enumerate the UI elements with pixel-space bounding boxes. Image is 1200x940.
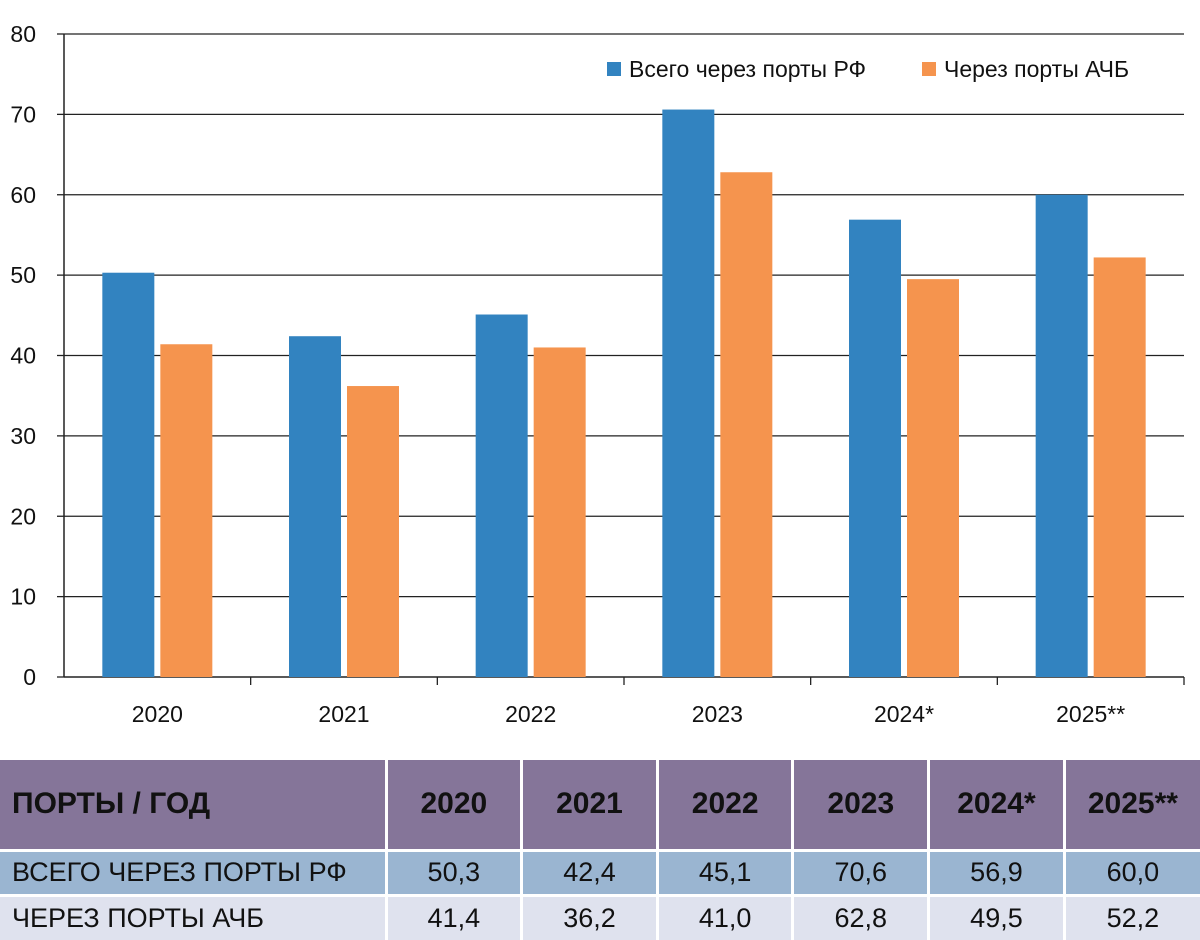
legend-label: Всего через порты РФ bbox=[629, 56, 866, 82]
table-cell: 41,4 bbox=[386, 893, 524, 940]
bar bbox=[102, 272, 155, 677]
table-row-label: ВСЕГО ЧЕРЕЗ ПОРТЫ РФ bbox=[0, 848, 388, 895]
table-cell: 56,9 bbox=[928, 848, 1066, 895]
x-tick-label: 2024* bbox=[874, 701, 934, 727]
table-cell: 49,5 bbox=[928, 893, 1066, 940]
table-cell: 50,3 bbox=[386, 848, 524, 895]
table-header-cell: 2025** bbox=[1087, 787, 1178, 821]
table-cell: 41,0 bbox=[657, 893, 795, 940]
bar bbox=[475, 314, 528, 677]
y-tick-label: 10 bbox=[10, 584, 36, 610]
legend-swatch bbox=[922, 62, 936, 76]
x-tick-label: 2021 bbox=[318, 701, 369, 727]
table-cell: 62,8 bbox=[792, 893, 931, 940]
bar bbox=[720, 172, 773, 677]
table-cell: 42,4 bbox=[521, 848, 659, 895]
bar bbox=[849, 219, 901, 677]
bar bbox=[289, 336, 341, 677]
y-tick-label: 80 bbox=[10, 21, 36, 47]
x-tick-label: 2022 bbox=[505, 701, 556, 727]
y-tick-label: 30 bbox=[10, 423, 36, 449]
table-header-row: ПОРТЫ / ГОД 2020 2021 2022 2023 2024* 20… bbox=[0, 760, 1200, 850]
y-tick-label: 40 bbox=[10, 343, 36, 369]
y-tick-label: 20 bbox=[10, 503, 36, 529]
table-cell: 52,2 bbox=[1064, 893, 1200, 940]
data-table: ПОРТЫ / ГОД 2020 2021 2022 2023 2024* 20… bbox=[0, 760, 1200, 940]
bar bbox=[533, 347, 586, 677]
table-row-label: ЧЕРЕЗ ПОРТЫ АЧБ bbox=[0, 893, 388, 940]
y-tick-label: 50 bbox=[10, 262, 36, 288]
x-tick-label: 2020 bbox=[132, 701, 183, 727]
bar bbox=[1093, 257, 1146, 677]
x-tick-label: 2025** bbox=[1056, 701, 1125, 727]
bar bbox=[160, 344, 213, 677]
table-header-cell: 2024* bbox=[928, 760, 1066, 850]
y-tick-label: 60 bbox=[10, 182, 36, 208]
y-tick-label: 0 bbox=[23, 664, 36, 690]
bar bbox=[1035, 194, 1088, 677]
table-cell: 36,2 bbox=[521, 893, 659, 940]
bar bbox=[907, 279, 959, 677]
x-tick-label: 2023 bbox=[692, 701, 743, 727]
bar bbox=[347, 386, 399, 677]
table-row: ЧЕРЕЗ ПОРТЫ АЧБ 41,4 36,2 41,0 62,8 49,5… bbox=[0, 893, 1200, 940]
table-cell: 60,0 bbox=[1064, 848, 1200, 895]
table-header-cell: 2023 bbox=[792, 760, 931, 850]
table-row: ВСЕГО ЧЕРЕЗ ПОРТЫ РФ 50,3 42,4 45,1 70,6… bbox=[0, 848, 1200, 895]
table-cell: 70,6 bbox=[792, 848, 931, 895]
table-header-cell: 2021 bbox=[521, 760, 659, 850]
legend-label: Через порты АЧБ bbox=[944, 56, 1129, 82]
table-header-cell: 2020 bbox=[386, 760, 524, 850]
bar-chart: 0 10 20 30 40 50 60 70 80 2020 2021 2022 2023 2024* 20… bbox=[10, 21, 1185, 727]
table-header-cell: ПОРТЫ / ГОД bbox=[0, 760, 388, 850]
chart-canvas: 0 10 20 30 40 50 60 70 80 2020 2021 2022 2023 2024* 20… bbox=[10, 21, 1185, 727]
legend-swatch bbox=[607, 62, 621, 76]
table-cell: 45,1 bbox=[657, 848, 795, 895]
y-tick-label: 70 bbox=[10, 101, 36, 127]
table-header-cell: 2022 bbox=[657, 760, 795, 850]
bar bbox=[662, 109, 715, 678]
